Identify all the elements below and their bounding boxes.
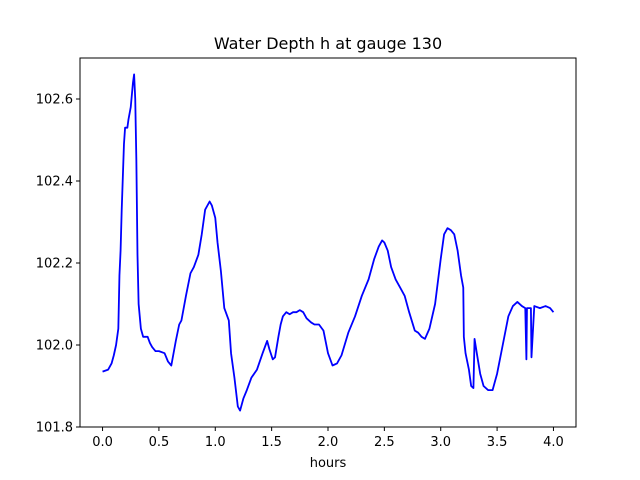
x-tick-label: 0.5 xyxy=(149,435,170,450)
y-tick-label: 102.2 xyxy=(36,257,73,272)
x-tick-label: 4.0 xyxy=(543,435,564,450)
x-tick-label: 2.0 xyxy=(318,435,339,450)
x-axis-label: hours xyxy=(310,456,347,471)
y-tick-label: 101.8 xyxy=(36,421,73,436)
x-tick-label: 3.0 xyxy=(430,435,451,450)
x-tick-label: 2.5 xyxy=(374,435,395,450)
y-tick-label: 102.0 xyxy=(36,339,73,354)
x-tick-label: 0.0 xyxy=(92,435,113,450)
chart-title: Water Depth h at gauge 130 xyxy=(214,34,442,53)
y-axis-ticks: 101.8 102.0 102.2 102.4 102.6 xyxy=(36,93,80,436)
x-tick-label: 1.0 xyxy=(205,435,226,450)
x-axis-ticks: 0.0 0.5 1.0 1.5 2.0 2.5 3.0 3.5 4.0 xyxy=(92,427,564,450)
x-tick-label: 3.5 xyxy=(487,435,508,450)
x-tick-label: 1.5 xyxy=(261,435,282,450)
series-line-0 xyxy=(102,73,555,412)
y-tick-label: 102.4 xyxy=(36,175,73,190)
y-tick-label: 102.6 xyxy=(36,93,73,108)
